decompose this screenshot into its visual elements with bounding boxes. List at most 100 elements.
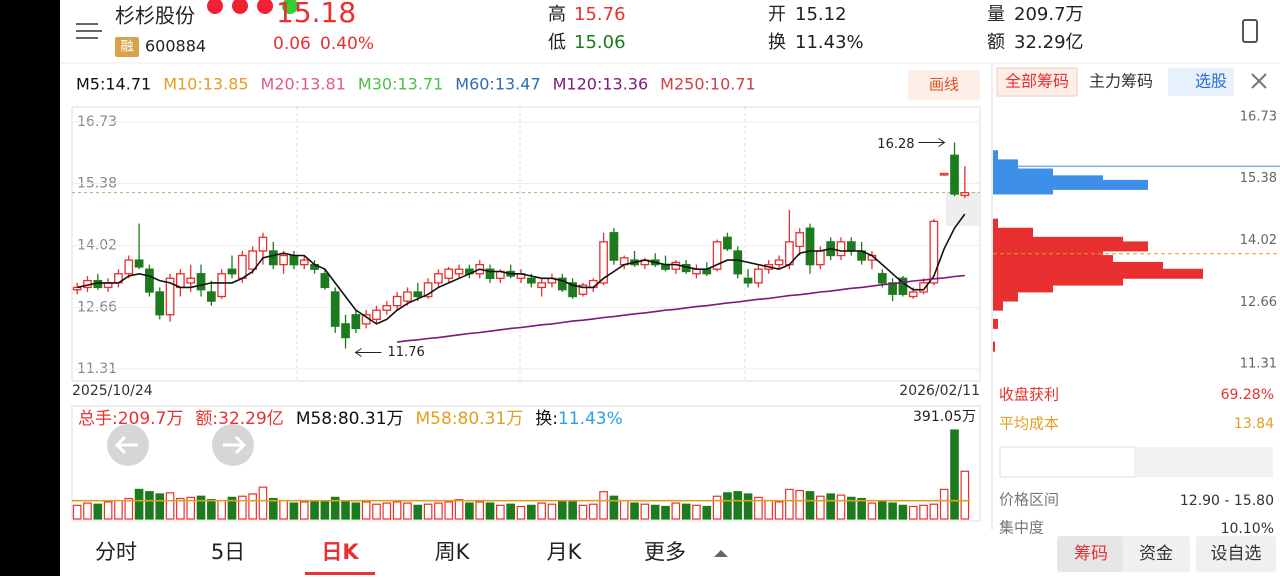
label: 量: [987, 4, 1005, 25]
volume-bar: [227, 496, 237, 520]
volume-bar: [83, 502, 92, 520]
change: 0.06: [273, 34, 311, 54]
tab-underline: [305, 572, 375, 575]
volume-bar: [248, 493, 257, 520]
volume-bar: [413, 504, 423, 520]
bottom-tab[interactable]: 分时: [95, 540, 137, 564]
candle-body: [877, 273, 887, 284]
candle-body: [186, 277, 196, 284]
candle-body: [795, 232, 805, 248]
volume-bar: [258, 486, 268, 520]
volume-bar: [733, 491, 743, 520]
volume-legend: 总手:209.7万 额:32.29亿 M58:80.31万 M58:80.31万 换: 1…: [78, 409, 623, 429]
volume-legend-label: 换:: [535, 409, 558, 429]
menu-icon[interactable]: [76, 23, 102, 39]
volume-bar: [155, 493, 165, 520]
watch-button[interactable]: [1196, 536, 1276, 572]
candle-body: [774, 259, 784, 266]
volume-bar: [516, 505, 526, 520]
chip-bar: [993, 300, 1003, 311]
candle-body: [330, 291, 340, 327]
bottom-tab[interactable]: 月K: [547, 540, 583, 564]
candle-body: [815, 250, 825, 266]
bottom-tabs: 分时 5日 日K 周K 月K 更多 筹码 资金 设自选: [95, 540, 1262, 564]
annotation: 11.76: [388, 345, 425, 360]
candle-body: [960, 191, 970, 197]
candle-body: [176, 273, 185, 289]
side-text: 69.28%: [1221, 387, 1274, 403]
volume-bar: [774, 501, 784, 520]
volume-bar: [207, 499, 216, 520]
candle-body: [392, 295, 402, 307]
candle-body: [237, 254, 247, 279]
volume-bar: [465, 502, 474, 520]
volume-bar: [454, 499, 464, 520]
header: 杉杉股份 融 600884 15.18 0.06 0.40% 高 15.76 低…: [76, 0, 1258, 57]
candle-body: [382, 305, 392, 311]
volume-legend-label: 总手:209.7万: [78, 409, 183, 429]
volume-bar: [661, 505, 670, 520]
more-icon: [714, 550, 728, 557]
tab-bar: [60, 530, 992, 576]
icon[interactable]: [232, 0, 248, 14]
tab-box[interactable]: [1168, 68, 1234, 96]
close-icon[interactable]: [1251, 73, 1267, 89]
volume-bar: [485, 502, 495, 520]
left-bar: [0, 0, 60, 576]
candle-body: [723, 236, 732, 250]
tab-box[interactable]: [996, 67, 1078, 97]
volume-bar: [898, 504, 908, 520]
chip-bar: [993, 159, 1018, 170]
bottom-button[interactable]: 筹码: [1074, 544, 1108, 564]
candle-body: [939, 172, 949, 176]
label: 开: [768, 4, 786, 25]
volume-legend-label: 额:32.29亿: [195, 409, 283, 429]
volume-bar: [434, 502, 443, 520]
candle-body: [599, 241, 608, 284]
stock-code: 600884: [145, 37, 206, 56]
volume-bar: [816, 495, 825, 520]
range-tab[interactable]: [999, 446, 1136, 478]
range-tab[interactable]: [1135, 447, 1273, 477]
scroll-handle[interactable]: [946, 192, 980, 226]
candle-body: [72, 286, 82, 291]
candle-body: [908, 291, 918, 298]
bottom-tab[interactable]: 日K: [321, 540, 359, 564]
volume-bar: [392, 501, 402, 520]
icon[interactable]: [282, 0, 298, 14]
volume-bar: [237, 495, 247, 520]
candle-body: [155, 291, 165, 316]
bottom-button[interactable]: 设自选: [1211, 544, 1262, 564]
toggle-active[interactable]: [1057, 536, 1123, 572]
draw-button[interactable]: [908, 70, 980, 100]
bottom-tab[interactable]: 更多: [644, 540, 686, 564]
volume-bar: [609, 495, 619, 520]
volume-bar: [372, 503, 381, 520]
candle-body: [145, 268, 154, 293]
volume-bar: [630, 502, 639, 520]
volume-bar: [671, 502, 681, 520]
side-text: 选股: [1195, 72, 1227, 91]
bottom-tab[interactable]: 5日: [211, 540, 245, 564]
volume-bar: [496, 504, 505, 520]
icon[interactable]: [257, 0, 273, 14]
volume-bar: [103, 501, 113, 520]
volume-bar: [176, 497, 185, 520]
bottom-tab[interactable]: 周K: [435, 540, 471, 564]
candle-body: [268, 250, 278, 266]
chip-tick-label: 11.31: [1240, 357, 1277, 372]
icon[interactable]: [207, 0, 223, 14]
volume-bar: [568, 500, 577, 520]
device-icon[interactable]: [1242, 19, 1258, 43]
volume-bar: [134, 488, 144, 520]
badge: [115, 37, 139, 57]
side-text: 价格区间: [999, 491, 1059, 509]
volume-bar: [506, 503, 515, 520]
draw-button-text[interactable]: 画线: [929, 76, 959, 94]
bottom-button[interactable]: 资金: [1139, 544, 1173, 564]
candle-body: [485, 268, 495, 279]
candle-body: [609, 232, 619, 261]
